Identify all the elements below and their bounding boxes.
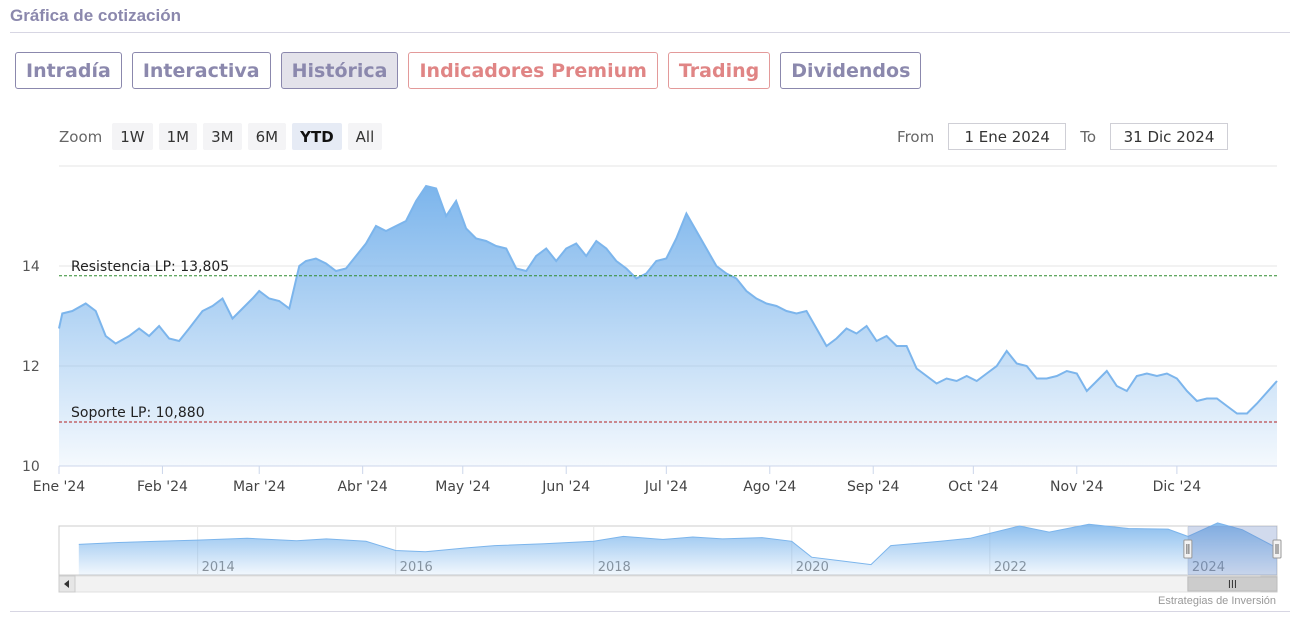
navigator-handle-left[interactable] <box>1183 539 1193 559</box>
x-tick-label: Mar '24 <box>233 479 286 495</box>
x-tick-label: Abr '24 <box>337 479 387 495</box>
zoom-label: Zoom <box>59 127 103 146</box>
reference-line-label: Resistencia LP: 13,805 <box>71 259 229 275</box>
date-range: From To <box>897 123 1228 150</box>
tab-interactiva[interactable]: Interactiva <box>131 52 271 89</box>
navigator-area <box>78 522 1277 575</box>
zoom-button-all[interactable]: All <box>347 123 383 150</box>
x-tick-label: Dic '24 <box>1153 479 1202 495</box>
x-tick-label: Ene '24 <box>33 479 86 495</box>
from-date-input[interactable] <box>948 123 1067 150</box>
title-divider <box>10 32 1290 33</box>
x-tick-label: Oct '24 <box>948 479 998 495</box>
tab-dividendos[interactable]: Dividendos <box>780 52 922 89</box>
to-label: To <box>1080 127 1096 146</box>
navigator-handle-right[interactable] <box>1272 539 1282 559</box>
x-tick-label: Nov '24 <box>1050 479 1104 495</box>
tab-histórica[interactable]: Histórica <box>280 52 399 89</box>
price-line <box>58 184 1278 415</box>
x-tick-label: May '24 <box>435 479 490 495</box>
x-tick-label: Jun '24 <box>541 479 590 495</box>
navigator-line <box>78 522 1278 566</box>
zoom-button-3m[interactable]: 3M <box>203 123 242 150</box>
zoom-button-1w[interactable]: 1W <box>112 123 153 150</box>
reference-line-label: Soporte LP: 10,880 <box>71 405 205 421</box>
x-tick-label: Feb '24 <box>137 479 188 495</box>
scrollbar-track[interactable] <box>58 575 1278 593</box>
section-title: Gráfica de cotización <box>10 6 181 25</box>
price-area <box>59 186 1277 466</box>
bottom-divider <box>10 611 1290 612</box>
y-tick-label: 12 <box>22 359 40 375</box>
zoom-button-1m[interactable]: 1M <box>158 123 198 150</box>
y-tick-label: 10 <box>22 459 40 475</box>
tab-indicadores-premium[interactable]: Indicadores Premium <box>408 52 658 89</box>
navigator-selection[interactable] <box>1187 526 1277 575</box>
x-tick-label: Sep '24 <box>847 479 900 495</box>
to-date-input[interactable] <box>1110 123 1228 150</box>
zoom-button-6m[interactable]: 6M <box>247 123 287 150</box>
x-tick-label: Ago '24 <box>743 479 796 495</box>
from-label: From <box>897 127 935 146</box>
zoom-button-ytd[interactable]: YTD <box>292 123 342 150</box>
tab-trading[interactable]: Trading <box>667 52 771 89</box>
zoom-bar: Zoom 1W 1M 3M 6M YTD All <box>59 123 383 150</box>
chart-tabs: Intradía Interactiva Histórica Indicadores … <box>15 52 922 89</box>
x-tick-label: Jul '24 <box>644 479 688 495</box>
y-tick-label: 14 <box>22 259 40 275</box>
tab-intradía[interactable]: Intradía <box>15 52 122 89</box>
arrow-left-icon <box>64 580 69 588</box>
chart-credits[interactable]: Estrategias de Inversión <box>1157 595 1276 607</box>
